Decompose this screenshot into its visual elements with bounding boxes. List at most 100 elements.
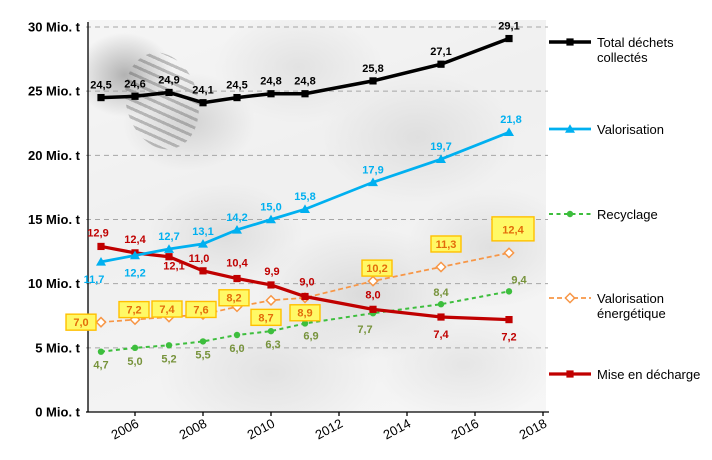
value-label: 13,1 bbox=[192, 226, 213, 238]
value-label: 7,0 bbox=[73, 317, 88, 329]
mise-en-decharge-marker bbox=[165, 253, 173, 261]
value-label: 12,1 bbox=[163, 261, 184, 273]
value-box bbox=[218, 289, 250, 307]
value-label: 10,2 bbox=[366, 263, 387, 275]
value-label: 12,9 bbox=[87, 227, 108, 239]
valorisation-marker bbox=[198, 239, 208, 248]
value-label: 8,0 bbox=[365, 289, 380, 301]
series-labels-mise-en-decharge: 12,9 12,4 12,1 11,0 10,4 9,9 9,0 8,0 7,4 7,2 bbox=[87, 227, 516, 343]
value-label: 7,4 bbox=[159, 304, 175, 316]
value-label: 6,3 bbox=[265, 339, 280, 351]
x-tick-label: 2016 bbox=[449, 416, 482, 443]
value-box bbox=[289, 304, 321, 322]
x-tick-label: 2018 bbox=[517, 416, 550, 443]
value-box bbox=[361, 259, 393, 277]
y-tick-label: 30 Mio. t bbox=[28, 20, 81, 35]
x-tick-label: 2014 bbox=[381, 416, 414, 443]
value-label: 11,3 bbox=[436, 239, 457, 251]
x-tick-label: 2006 bbox=[109, 416, 142, 443]
valorisation-marker bbox=[436, 154, 446, 163]
value-label: 15,0 bbox=[260, 202, 281, 214]
value-label: 7,7 bbox=[357, 324, 372, 336]
value-label: 9,4 bbox=[511, 274, 527, 286]
value-label: 25,8 bbox=[362, 63, 383, 75]
valorisation-energetique-marker bbox=[503, 247, 515, 259]
value-label: 7,6 bbox=[193, 304, 208, 316]
mise-en-decharge-marker bbox=[267, 281, 275, 289]
valorisation-marker bbox=[164, 244, 174, 253]
valorisation-marker bbox=[266, 214, 276, 224]
total-dechets-collectes-marker bbox=[505, 34, 513, 43]
mise-en-decharge-marker bbox=[233, 274, 241, 283]
y-tick-label: 20 Mio. t bbox=[28, 148, 81, 163]
value-box bbox=[118, 300, 150, 319]
value-label: 24,6 bbox=[124, 78, 145, 90]
total-dechets-collectes-marker bbox=[233, 93, 241, 102]
value-box bbox=[185, 300, 217, 319]
value-label: 12,4 bbox=[502, 225, 524, 237]
recyclage-marker bbox=[301, 320, 309, 327]
value-label: 12,7 bbox=[158, 231, 179, 243]
value-box bbox=[491, 216, 535, 242]
x-tick-label: 2012 bbox=[313, 416, 346, 443]
y-tick-label: 25 Mio. t bbox=[28, 84, 81, 99]
series-labels-valorisation-energetique: 7,0 7,2 7,4 7,6 8,2 8,7 8,9 10,2 11,3 12,4 bbox=[65, 216, 535, 331]
mise-en-decharge-marker bbox=[437, 313, 445, 321]
valorisation-energetique-marker bbox=[435, 261, 447, 273]
total-dechets-collectes-marker bbox=[267, 90, 275, 98]
total-dechets-collectes-marker bbox=[566, 38, 574, 46]
mise-en-decharge-marker bbox=[566, 370, 574, 378]
value-label: 6,0 bbox=[229, 343, 244, 355]
value-label: 14,2 bbox=[226, 212, 247, 224]
legend-marker-total-dechets bbox=[548, 34, 592, 50]
value-label: 7,4 bbox=[433, 329, 449, 341]
valorisation-marker bbox=[130, 250, 140, 260]
valorisation-marker bbox=[96, 257, 106, 266]
recyclage-marker bbox=[437, 301, 445, 308]
legend-marker-mise-en-decharge bbox=[548, 366, 592, 382]
total-dechets-collectes-marker bbox=[97, 93, 105, 102]
y-tick-label: 5 Mio. t bbox=[35, 340, 80, 355]
value-label: 24,5 bbox=[90, 80, 111, 92]
valorisation-energetique-marker bbox=[95, 316, 107, 328]
legend-marker-recyclage bbox=[548, 206, 592, 222]
legend-label-recyclage: Recyclage bbox=[597, 206, 658, 222]
value-label: 17,9 bbox=[362, 164, 383, 176]
x-tick-label: 2010 bbox=[245, 416, 278, 443]
total-dechets-collectes-marker bbox=[199, 99, 207, 107]
legend-label-valorisation-energetique: Valorisation énergétique bbox=[597, 290, 666, 321]
value-label: 12,4 bbox=[124, 234, 146, 246]
value-label: 4,7 bbox=[93, 360, 108, 372]
mise-en-decharge-marker bbox=[369, 305, 377, 313]
value-label: 5,5 bbox=[195, 349, 210, 361]
legend-item-recyclage: Recyclage bbox=[548, 206, 658, 222]
series-line-total-dechets-collectes bbox=[100, 36, 510, 105]
legend-marker-valorisation-energetique bbox=[548, 290, 592, 306]
legend-item-mise-en-decharge: Mise en décharge bbox=[548, 366, 700, 382]
total-dechets-collectes-marker bbox=[165, 88, 173, 97]
series-labels-total-dechets-collectes: 24,5 24,6 24,9 24,1 24,5 24,8 24,8 25,8 27,1 29,1 bbox=[90, 21, 519, 97]
value-label: 10,4 bbox=[226, 258, 248, 270]
series-mise-en-decharge bbox=[97, 242, 513, 324]
y-axis-labels: 0 Mio. t 5 Mio. t 10 Mio. t 15 Mio. t 20 Mio… bbox=[28, 20, 81, 420]
value-label: 8,2 bbox=[226, 293, 241, 305]
legend-label-mise-en-decharge: Mise en décharge bbox=[597, 366, 701, 382]
value-box bbox=[250, 308, 282, 327]
value-label: 8,7 bbox=[258, 312, 273, 324]
x-tick-label: 2008 bbox=[177, 416, 210, 443]
value-box bbox=[430, 235, 462, 253]
valorisation-marker bbox=[232, 224, 242, 234]
value-label: 24,9 bbox=[158, 74, 179, 86]
recyclage-marker bbox=[267, 327, 275, 335]
legend-item-valorisation-energetique: Valorisation énergétique bbox=[548, 290, 707, 321]
mise-en-decharge-marker bbox=[97, 242, 105, 251]
value-label: 15,8 bbox=[294, 191, 315, 203]
recyclage-marker bbox=[566, 210, 574, 218]
legend-label-total-dechets: Total déchets collectés bbox=[597, 34, 674, 65]
value-label: 12,2 bbox=[124, 267, 145, 279]
series-valorisation bbox=[96, 127, 514, 266]
value-label: 19,7 bbox=[430, 141, 451, 153]
series-recyclage bbox=[97, 288, 513, 355]
value-label: 5,0 bbox=[127, 356, 142, 368]
